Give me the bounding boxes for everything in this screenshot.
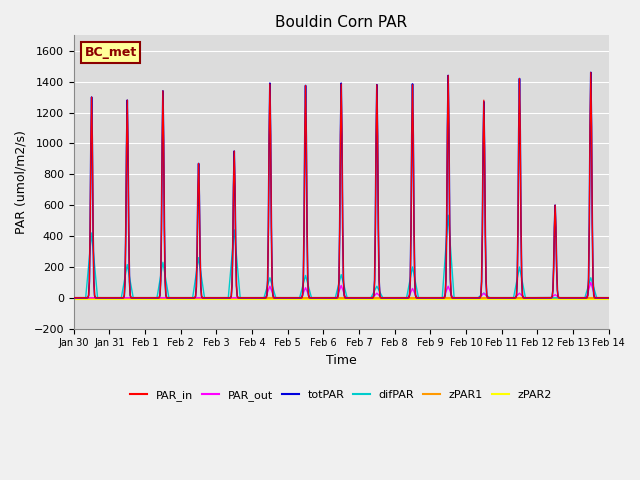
Title: Bouldin Corn PAR: Bouldin Corn PAR xyxy=(275,15,407,30)
Legend: PAR_in, PAR_out, totPAR, difPAR, zPAR1, zPAR2: PAR_in, PAR_out, totPAR, difPAR, zPAR1, … xyxy=(126,385,556,405)
X-axis label: Time: Time xyxy=(326,354,356,367)
Y-axis label: PAR (umol/m2/s): PAR (umol/m2/s) xyxy=(15,130,28,234)
Text: BC_met: BC_met xyxy=(84,46,137,59)
